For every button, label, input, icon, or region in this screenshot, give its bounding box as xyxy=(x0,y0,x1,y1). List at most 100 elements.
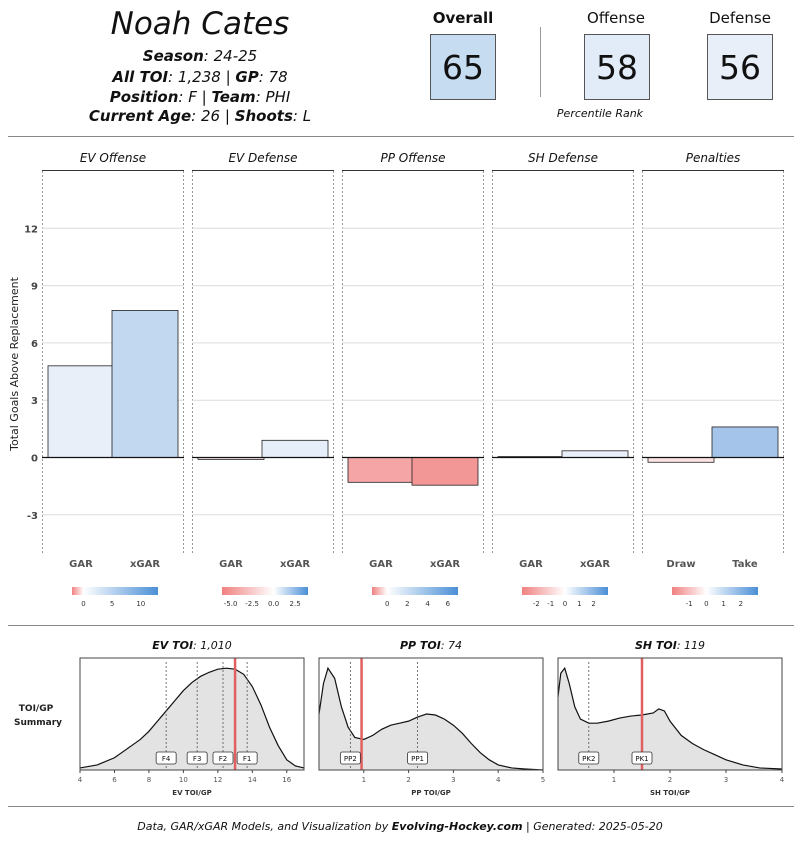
x-tick-label: GAR xyxy=(69,559,93,570)
shoots-label: Shoots xyxy=(234,107,293,125)
y-axis-label: Total Goals Above Replacement xyxy=(8,276,21,451)
season-label: Season xyxy=(142,47,204,65)
gar-bar-chart: Total Goals Above Replacement-3036912EV … xyxy=(8,151,784,608)
position-label: Position xyxy=(109,88,179,106)
gp-value: 78 xyxy=(268,68,288,86)
x-tick-label: 2 xyxy=(406,776,410,784)
ref-label: F4 xyxy=(162,755,171,763)
density-panel-ev-toi: EV TOI: 1,010 F4 F3 F2 F1 4 6 8 10 12 14 16 EV TOI/G… xyxy=(78,639,305,797)
density-title-value: : 119 xyxy=(677,639,705,652)
footer-credit: Data, GAR/xGAR Models, and Visualization… xyxy=(0,820,800,833)
team-value: PHI xyxy=(265,88,291,106)
ref-label-box xyxy=(407,751,428,765)
x-tick-label: 5 xyxy=(541,776,545,784)
x-tick-label: 3 xyxy=(724,776,728,784)
y-tick-label: -3 xyxy=(27,511,38,522)
ref-label-box xyxy=(212,751,234,765)
footer-brand: Evolving-Hockey.com xyxy=(391,820,523,833)
ref-label: PP2 xyxy=(344,755,357,763)
legend-colorbar xyxy=(372,587,458,595)
density-frame xyxy=(318,657,544,771)
panel-title: SH Defense xyxy=(528,151,598,165)
legend-tick-label: -1 xyxy=(547,600,554,608)
toi-density-chart: TOI/GP Summary EV TOI: 1,010 F4 F3 F2 F1 4 6 8 10 1… xyxy=(14,639,785,797)
percentile-divider xyxy=(540,27,541,97)
density-title-label: SH TOI xyxy=(635,639,677,652)
gp-label: GP xyxy=(235,68,259,86)
density-title: EV TOI: 1,010 xyxy=(152,639,232,652)
y-tick-label: 12 xyxy=(24,224,38,235)
y-tick-label: 0 xyxy=(31,454,38,465)
ref-label: PP1 xyxy=(411,755,424,763)
legend-tick-label: -1 xyxy=(686,600,693,608)
team-label: Team xyxy=(211,88,256,106)
legend-tick-label: 2 xyxy=(739,600,743,608)
player-header: Noah Cates Season: 24-25 All TOI: 1,238 … xyxy=(0,0,400,130)
toi-label: All TOI xyxy=(112,68,169,86)
legend-tick-label: 0.0 xyxy=(268,600,279,608)
legend-tick-label: 1 xyxy=(577,600,581,608)
shoots-value: L xyxy=(302,107,312,125)
x-tick-label: 12 xyxy=(213,776,222,784)
x-tick-label: Take xyxy=(732,559,758,570)
season-line: Season: 24-25 xyxy=(142,47,258,65)
footer-prefix: Data, GAR/xGAR Models, and Visualization… xyxy=(137,820,392,833)
legend-tick-label: 2 xyxy=(591,600,595,608)
density-title-value: : 74 xyxy=(441,639,462,652)
panel-sh-defense: SH Defense GAR xGAR -2 -1 0 1 2 xyxy=(492,151,634,608)
x-tick-label: 4 xyxy=(780,776,785,784)
x-tick-label: 1 xyxy=(362,776,366,784)
panel-pp-offense: PP Offense GAR xGAR 0 2 4 6 xyxy=(342,151,484,608)
x-axis-label: PP TOI/GP xyxy=(411,789,450,797)
position-line: Position: F | Team: PHI xyxy=(109,88,291,106)
position-value: F xyxy=(188,88,197,106)
panel-title: EV Offense xyxy=(80,151,146,165)
bar-xgar xyxy=(561,450,629,458)
x-tick-label: 8 xyxy=(147,776,151,784)
ref-label-box xyxy=(236,751,258,765)
row-label-toi: TOI/GP xyxy=(19,704,54,714)
density-curve xyxy=(557,666,783,770)
panel-title: EV Defense xyxy=(228,151,297,165)
offense-label: Offense xyxy=(587,9,645,27)
ref-label-box xyxy=(631,751,653,765)
ref-label: F2 xyxy=(219,755,227,763)
overall-percentile-box: 65 xyxy=(430,34,496,100)
x-tick-label: GAR xyxy=(369,559,393,570)
density-title: PP TOI: 74 xyxy=(400,639,462,652)
legend-tick-label: 1 xyxy=(721,600,725,608)
age-value: 26 xyxy=(201,107,221,125)
panel-title: Penalties xyxy=(686,151,741,165)
x-tick-label: 10 xyxy=(179,776,188,784)
legend-tick-label: -5.0 xyxy=(224,600,238,608)
x-tick-label: 1 xyxy=(612,776,616,784)
ref-label: PK2 xyxy=(582,755,595,763)
x-tick-label: 4 xyxy=(78,776,83,784)
x-tick-label: 6 xyxy=(112,776,117,784)
footer-suffix: | Generated: 2025-05-20 xyxy=(522,820,663,833)
density-title-label: EV TOI xyxy=(152,639,193,652)
bar-xgar xyxy=(261,439,329,458)
x-tick-label: xGAR xyxy=(130,559,160,570)
defense-percentile-box: 56 xyxy=(707,34,773,100)
age-line: Current Age: 26 | Shoots: L xyxy=(88,107,312,125)
x-tick-label: GAR xyxy=(219,559,243,570)
density-title-label: PP TOI xyxy=(400,639,441,652)
legend-tick-label: 0 xyxy=(81,600,85,608)
x-tick-label: 3 xyxy=(451,776,455,784)
density-curve xyxy=(79,667,305,769)
panel-ev-offense: EV Offense GAR xGAR 0 5 10 xyxy=(42,151,184,608)
density-area xyxy=(558,668,782,770)
player-name: Noah Cates xyxy=(110,6,290,42)
legend-colorbar xyxy=(672,587,758,595)
legend-tick-label: 4 xyxy=(425,600,430,608)
panel-penalties: Penalties Draw Take -1 0 1 2 xyxy=(642,151,784,608)
panel-ev-defense: EV Defense GAR xGAR -5.0 -2.5 0.0 2.5 xyxy=(192,151,334,608)
legend-tick-label: 0 xyxy=(704,600,708,608)
x-tick-label: 2 xyxy=(668,776,672,784)
density-area xyxy=(80,668,304,770)
y-tick-label: 3 xyxy=(31,396,38,407)
density-panel-pp-toi: PP TOI: 74 PP2 PP1 1 2 3 4 5 PP TOI/GP xyxy=(318,639,545,797)
density-curve xyxy=(318,666,544,771)
density-frame xyxy=(79,657,305,771)
